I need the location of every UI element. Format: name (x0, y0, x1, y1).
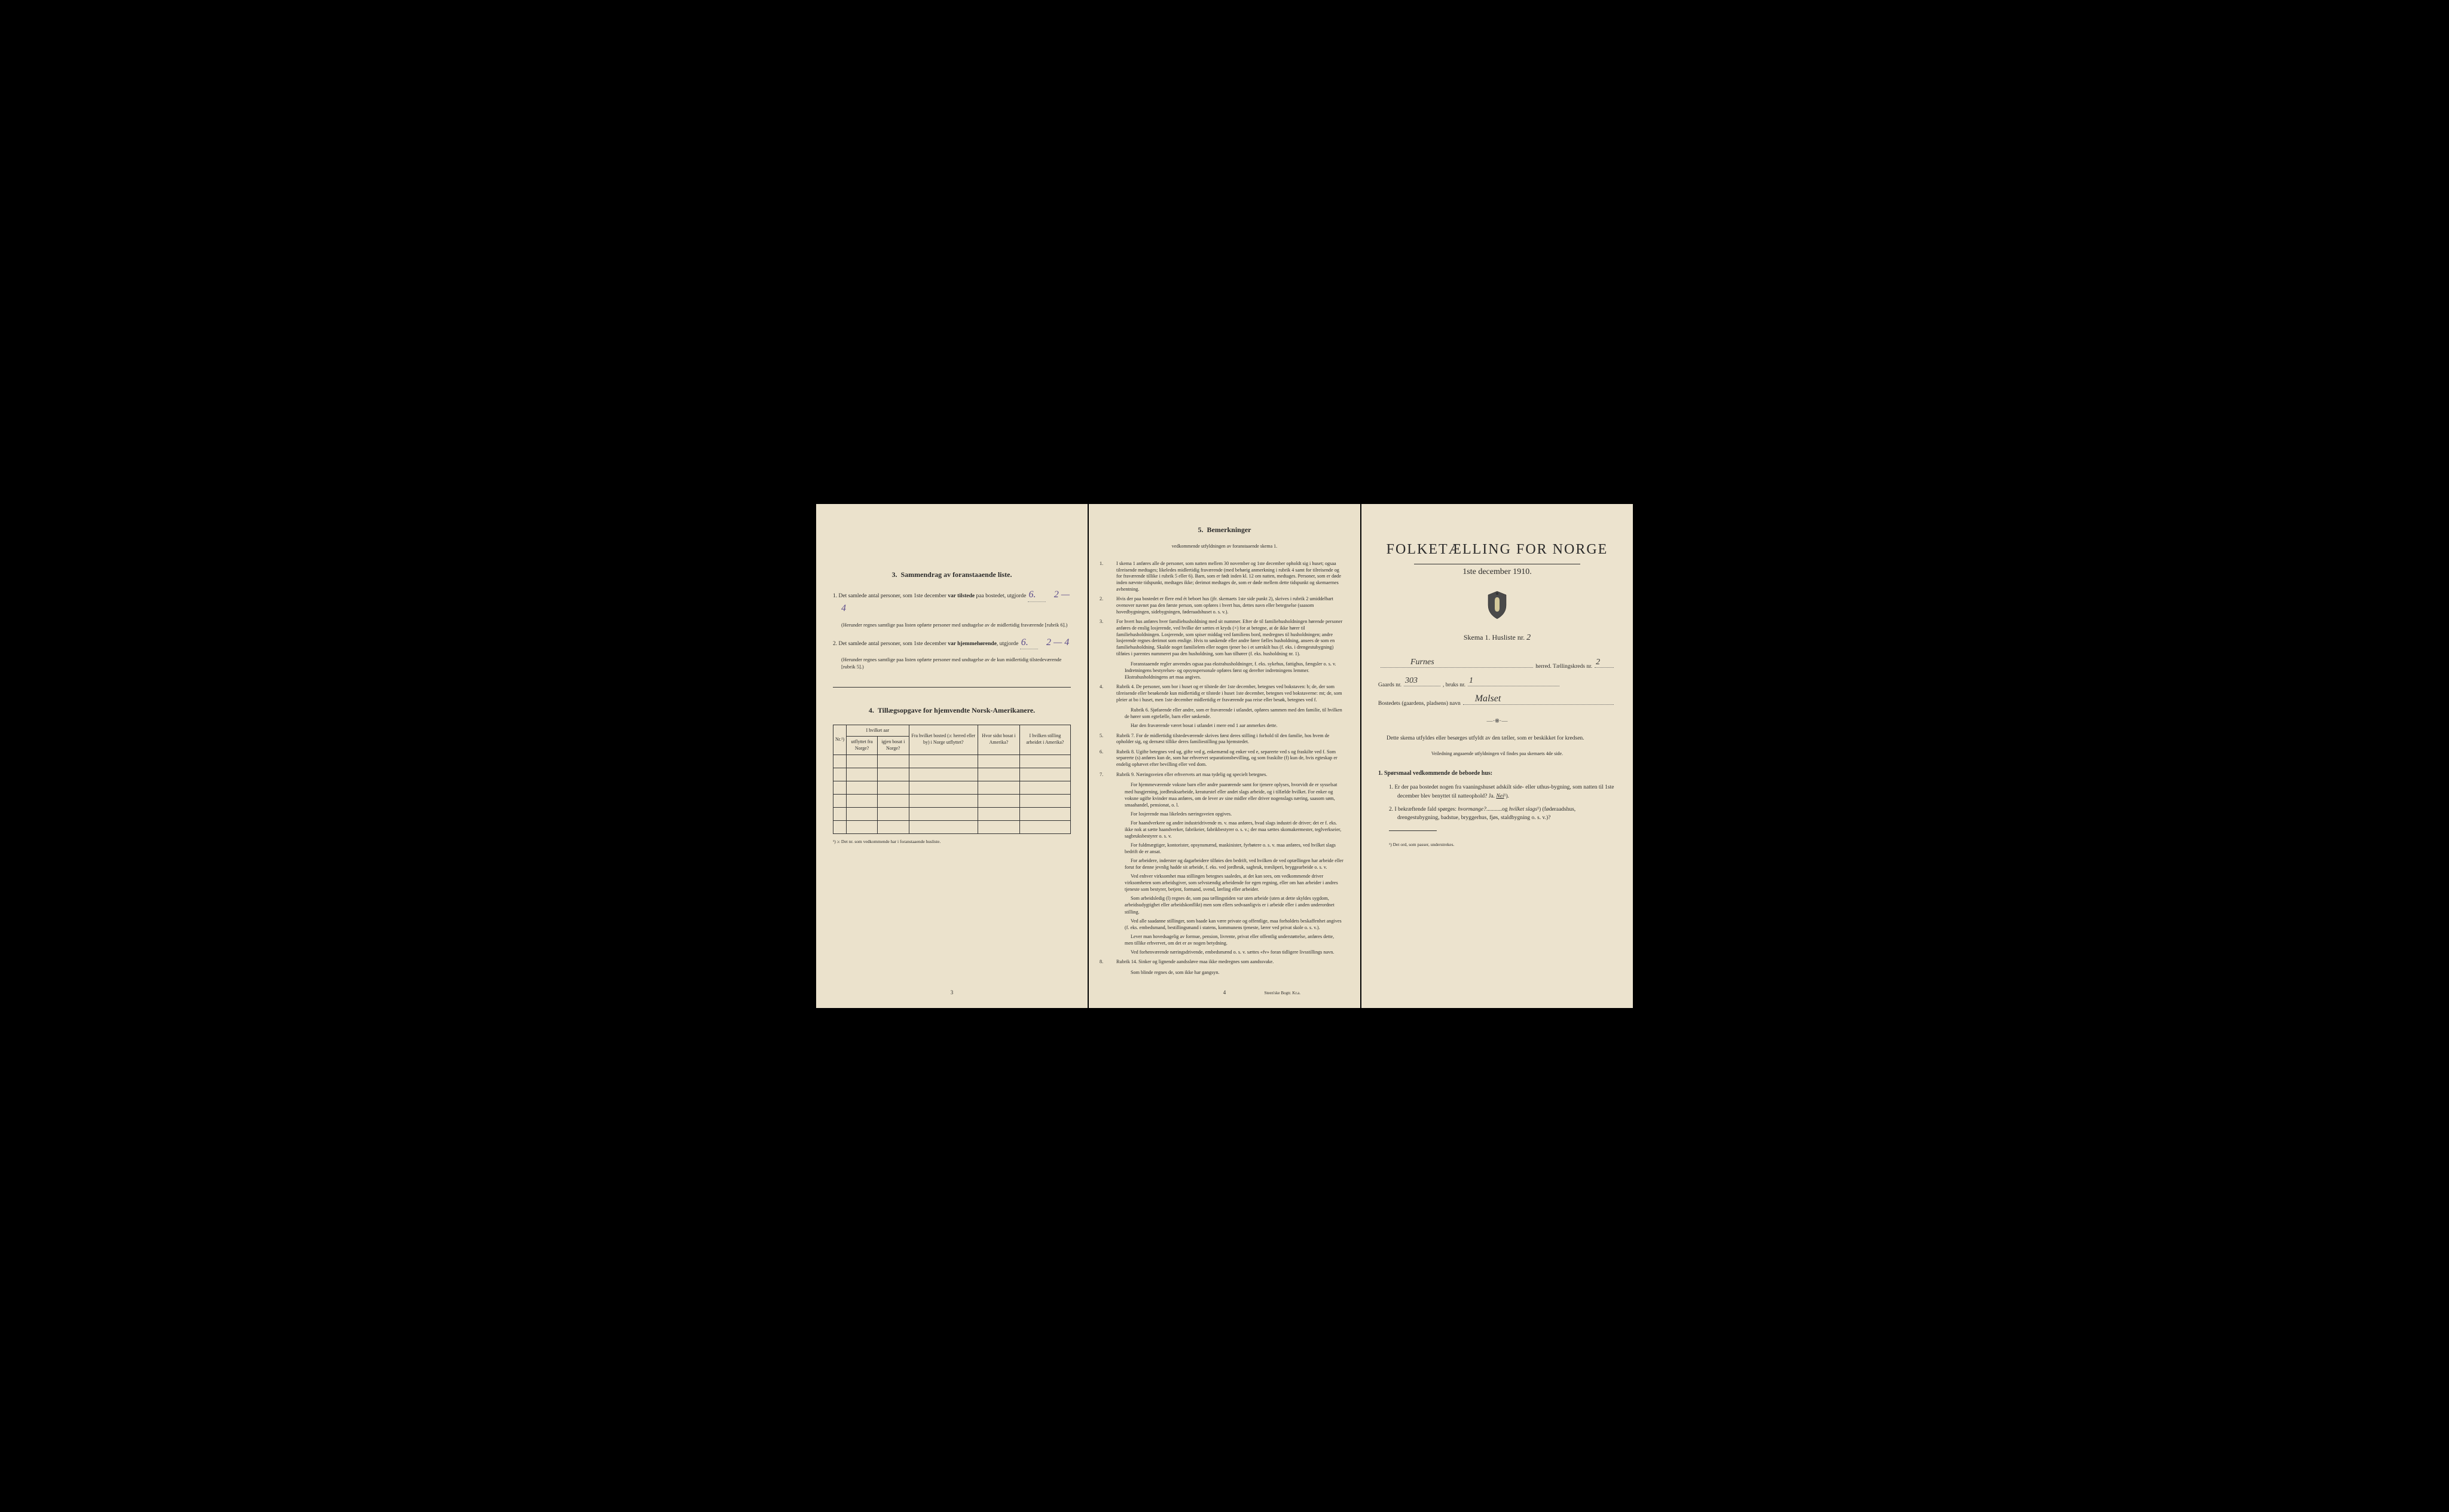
remark-item: 8. Rubrik 14. Sinker og lignende aandssl… (1116, 959, 1343, 966)
herred-field: Furnes herred. Tællingskreds nr. 2 (1378, 661, 1616, 671)
question-2: 2. I bekræftende fald spørges: hvormange… (1389, 805, 1616, 823)
item-2-note: (Herunder regnes samtlige paa listen opf… (833, 656, 1071, 670)
section-3-title: 3. Sammendrag av foranstaaende liste. (833, 570, 1071, 579)
value-hjemme-2: 2 — 4 (1046, 637, 1069, 647)
table-row (833, 781, 1071, 794)
table-row (833, 820, 1071, 833)
ornament-divider: ―·❋·― (1378, 717, 1616, 726)
skema-line: Skema 1. Husliste nr. 2 (1378, 633, 1616, 644)
col-bosted: Fra hvilket bosted (ɔ: herred eller by) … (909, 725, 978, 755)
bruks-value: 1 (1469, 676, 1473, 687)
page-3: 3. Sammendrag av foranstaaende liste. 1.… (816, 504, 1088, 1008)
remark-para: Som arbeidsledig (l) regnes de, som paa … (1125, 895, 1343, 915)
remark-item: 5. Rubrik 7. For de midlertidig tilstede… (1116, 733, 1343, 746)
value-tilstede: 6. (1028, 588, 1046, 602)
table-footnote: ¹) ɔ: Det nr. som vedkommende har i fora… (833, 839, 1071, 845)
remark-para: Foranstaaende regler anvendes ogsaa paa … (1125, 661, 1343, 680)
table-row (833, 768, 1071, 781)
col-stilling: I hvilken stilling arbeidet i Amerika? (1019, 725, 1070, 755)
remark-para: Lever man hovedsagelig av formue, pensio… (1125, 933, 1343, 946)
remark-para: For haandverkere og andre industridriven… (1125, 820, 1343, 839)
husliste-nr: 2 (1526, 633, 1531, 642)
bosted-field: Bostedets (gaardens, pladsens) navn Mals… (1378, 698, 1616, 708)
remark-item: 7. Rubrik 9. Næringsveien eller erhverve… (1116, 772, 1343, 778)
herred-value: Furnes (1410, 657, 1434, 668)
col-aar: I hvilket aar (847, 725, 909, 737)
instruction-text: Dette skema utfyldes eller besørges utfy… (1378, 735, 1616, 743)
page-1-cover: FOLKETÆLLING FOR NORGE 1ste december 191… (1361, 504, 1633, 1008)
remark-para: Ved alle saadanne stillinger, som baade … (1125, 918, 1343, 931)
remark-item: 6. Rubrik 8. Ugifte betegnes ved ug, gif… (1116, 749, 1343, 768)
table-row (833, 794, 1071, 807)
bosted-value: Malset (1475, 692, 1501, 705)
census-document: 3. Sammendrag av foranstaaende liste. 1.… (816, 504, 1633, 1008)
section-5-title: 5. Bemerkninger (1106, 525, 1343, 534)
remark-para: For arbeidere, inderster og dagarbeidere… (1125, 857, 1343, 870)
table-row (833, 755, 1071, 768)
col-nr: Nr.¹) (833, 725, 847, 755)
remark-item: 1. I skema 1 anføres alle de personer, s… (1116, 561, 1343, 592)
kreds-value: 2 (1596, 657, 1600, 668)
remark-para: Har den fraværende været bosat i utlande… (1125, 722, 1343, 729)
page-number: 3 (951, 989, 954, 996)
col-utflyttet: utflyttet fra Norge? (847, 737, 878, 755)
item-1-note: (Herunder regnes samtlige paa listen opf… (833, 622, 1071, 628)
item-2: 2. Det samlede antal personer, som 1ste … (833, 636, 1071, 650)
page-4: 5. Bemerkninger vedkommende utfyldningen… (1089, 504, 1360, 1008)
right-footnote: ¹) Det ord, som passer, understrekes. (1378, 842, 1616, 848)
table-row (833, 807, 1071, 820)
remark-para: Rubrik 6. Sjøfarende eller andre, som er… (1125, 707, 1343, 720)
remark-item: 4. Rubrik 4. De personer, som bor i huse… (1116, 684, 1343, 703)
instruction-small: Veiledning angaaende utfyldningen vil fi… (1378, 751, 1616, 757)
answer-nei: Nei (1496, 793, 1504, 799)
gaards-field: Gaards nr. 303 , bruks nr. 1 (1378, 679, 1616, 689)
question-1: 1. Er der paa bostedet nogen fra vaaning… (1389, 783, 1616, 801)
remark-item: 3. For hvert hus anføres hver familiehus… (1116, 619, 1343, 657)
remarks-list: 1. I skema 1 anføres alle de personer, s… (1106, 561, 1343, 976)
remark-para: For losjerende maa likeledes næringsveie… (1125, 811, 1343, 817)
remark-para: For hjemmeværende voksne barn eller andr… (1125, 781, 1343, 808)
question-section-title: 1. Spørsmaal vedkommende de beboede hus: (1378, 769, 1616, 778)
gaards-value: 303 (1405, 676, 1418, 687)
remark-para: For fuldmægtiger, kontorister, opsynsmæn… (1125, 842, 1343, 855)
col-amerika: Hvor sidst bosat i Amerika? (978, 725, 1020, 755)
coat-of-arms (1378, 590, 1616, 622)
amerikanere-table: Nr.¹) I hvilket aar Fra hvilket bosted (… (833, 725, 1071, 834)
main-title: FOLKETÆLLING FOR NORGE (1378, 540, 1616, 559)
printer-mark: Steen'ske Bogtr. Kr.a. (1264, 991, 1300, 996)
section-5-subtitle: vedkommende utfyldningen av foranstaaend… (1106, 543, 1343, 550)
remark-item: 2. Hvis der paa bostedet er flere end ét… (1116, 596, 1343, 615)
value-hjemme: 6. (1020, 636, 1038, 650)
page-number: 4 (1223, 989, 1226, 996)
remark-para: Som blinde regnes de, som ikke har gangs… (1125, 969, 1343, 976)
section-4-title: 4. Tillægsopgave for hjemvendte Norsk-Am… (833, 705, 1071, 715)
remark-para: Ved forhenværende næringsdrivende, embed… (1125, 949, 1343, 955)
item-1: 1. Det samlede antal personer, som 1ste … (833, 588, 1071, 615)
census-date: 1ste december 1910. (1378, 567, 1616, 578)
remark-para: Ved enhver virksomhet maa stillingen bet… (1125, 873, 1343, 893)
col-bosat: igjen bosat i Norge? (877, 737, 909, 755)
